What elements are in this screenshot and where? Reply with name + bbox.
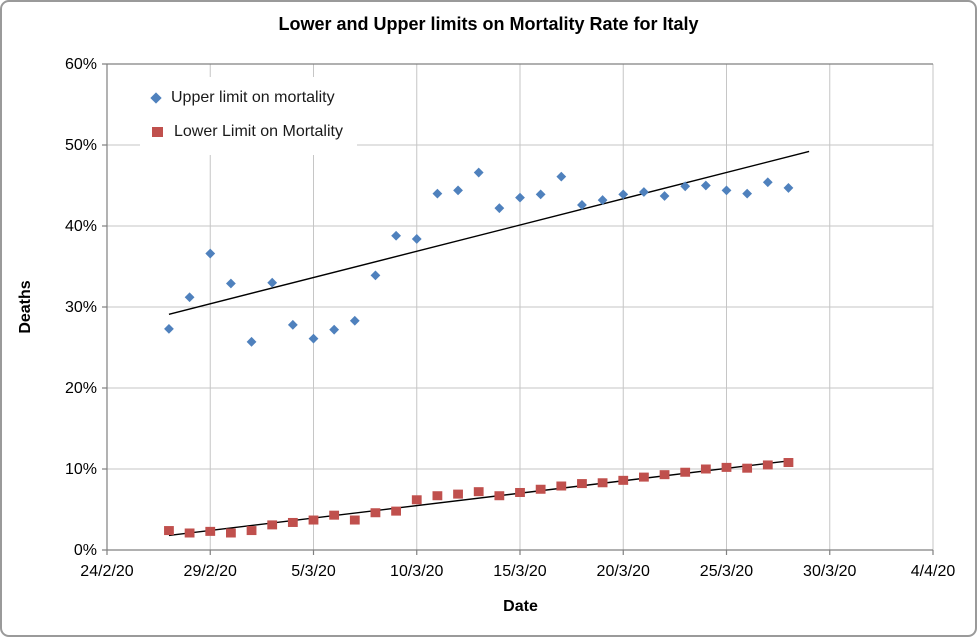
- lower-limit-data-point: [556, 481, 567, 491]
- x-tick-label: 25/3/20: [700, 563, 753, 580]
- y-tick-label: 50%: [65, 137, 97, 154]
- upper-limit-data-point: [762, 177, 773, 188]
- upper-limit-data-point: [370, 270, 381, 281]
- upper-limit-data-point: [308, 333, 319, 344]
- lower-limit-data-point: [184, 528, 195, 538]
- lower-limit-data-point: [597, 478, 608, 488]
- upper-limit-data-point: [329, 324, 340, 335]
- lower-limit-data-point: [391, 506, 401, 516]
- upper-limit-data-point: [700, 180, 711, 191]
- lower-limit-data-point: [639, 472, 649, 482]
- upper-limit-data-point: [473, 167, 484, 178]
- upper-limit-data-point: [515, 192, 525, 203]
- y-tick-label: 30%: [65, 299, 97, 316]
- lower-limit-data-point: [535, 484, 546, 494]
- x-tick-label: 15/3/20: [493, 563, 546, 580]
- upper-limit-data-point: [246, 336, 257, 347]
- lower-limit-data-point: [411, 495, 422, 505]
- upper-limit-data-point: [494, 203, 505, 214]
- lower-limit-data-point: [515, 487, 525, 497]
- upper-limit-data-point: [453, 185, 463, 196]
- upper-limit-data-point: [226, 278, 236, 289]
- lower-limit-data-point: [329, 510, 340, 520]
- lower-limit-data-point: [370, 508, 381, 518]
- y-tick-label: 10%: [65, 461, 97, 478]
- chart-title: Lower and Upper limits on Mortality Rate…: [278, 14, 699, 34]
- lower-limit-data-point: [762, 460, 773, 470]
- x-tick-label: 30/3/20: [803, 563, 856, 580]
- lower-limit-data-point: [287, 517, 298, 527]
- y-tick-label: 60%: [65, 56, 97, 73]
- upper-limit-data-point: [267, 277, 278, 288]
- upper-limit-data-point: [783, 183, 794, 193]
- x-tick-label: 10/3/20: [390, 563, 443, 580]
- upper-limit-data-point: [391, 230, 401, 241]
- y-tick-label: 40%: [65, 218, 97, 235]
- trendline: [168, 150, 810, 315]
- legend-label-lower: Lower Limit on Mortality: [174, 123, 343, 140]
- lower-limit-data-point: [680, 467, 691, 477]
- y-axis-title: Deaths: [17, 280, 34, 334]
- x-tick-label: 24/2/20: [80, 563, 133, 580]
- upper-limit-data-point: [184, 292, 195, 303]
- lower-limit-data-point: [473, 487, 484, 497]
- lower-limit-data-point: [577, 479, 587, 489]
- upper-limit-data-point: [432, 188, 443, 199]
- lower-limit-data-point: [783, 458, 794, 468]
- lower-limit-data-point: [721, 462, 732, 472]
- upper-limit-data-point: [639, 187, 649, 197]
- upper-limit-data-point: [721, 185, 732, 196]
- legend: Upper limit on mortality Lower Limit on …: [140, 77, 357, 155]
- upper-limit-data-point: [164, 323, 174, 334]
- upper-limit-data-point: [205, 248, 216, 259]
- lower-limit-data-point: [659, 470, 670, 480]
- upper-limit-data-point: [597, 195, 608, 205]
- upper-limit-data-point: [742, 188, 753, 199]
- y-tick-label: 0%: [74, 542, 97, 559]
- legend-item-upper: Upper limit on mortality: [150, 81, 343, 115]
- x-tick-label: 29/2/20: [184, 563, 237, 580]
- lower-limit-data-point: [453, 489, 463, 499]
- upper-limit-data-point: [287, 319, 298, 330]
- upper-limit-data-point: [411, 234, 422, 244]
- lower-limit-data-point: [618, 475, 629, 485]
- upper-limit-data-point: [535, 189, 546, 200]
- lower-limit-data-point: [700, 464, 711, 474]
- upper-limit-data-point: [659, 191, 670, 201]
- upper-limit-data-point: [556, 171, 567, 182]
- lower-limit-data-point: [308, 515, 319, 525]
- lower-limit-data-point: [246, 526, 257, 536]
- lower-limit-data-point: [267, 520, 278, 530]
- upper-limit-data-point: [349, 315, 360, 326]
- upper-limit-data-point: [680, 181, 691, 192]
- legend-label-upper: Upper limit on mortality: [171, 89, 335, 106]
- y-tick-label: 20%: [65, 380, 97, 397]
- lower-limit-data-point: [494, 491, 505, 501]
- x-tick-label: 20/3/20: [597, 563, 650, 580]
- x-tick-label: 4/4/20: [911, 563, 956, 580]
- x-tick-label: 5/3/20: [291, 563, 336, 580]
- legend-item-lower: Lower Limit on Mortality: [152, 115, 343, 149]
- lower-limit-data-point: [432, 491, 443, 501]
- upper-limit-data-point: [577, 200, 587, 210]
- upper-series-diamond-icon: [150, 92, 162, 104]
- lower-limit-data-point: [742, 463, 753, 473]
- trendline: [168, 460, 789, 537]
- lower-limit-data-point: [349, 515, 360, 525]
- lower-series-square-icon: [152, 127, 163, 137]
- lower-limit-data-point: [205, 526, 216, 536]
- lower-limit-data-point: [226, 528, 236, 538]
- lower-limit-data-point: [164, 526, 174, 536]
- x-axis-title: Date: [503, 598, 538, 615]
- upper-limit-data-point: [618, 189, 629, 200]
